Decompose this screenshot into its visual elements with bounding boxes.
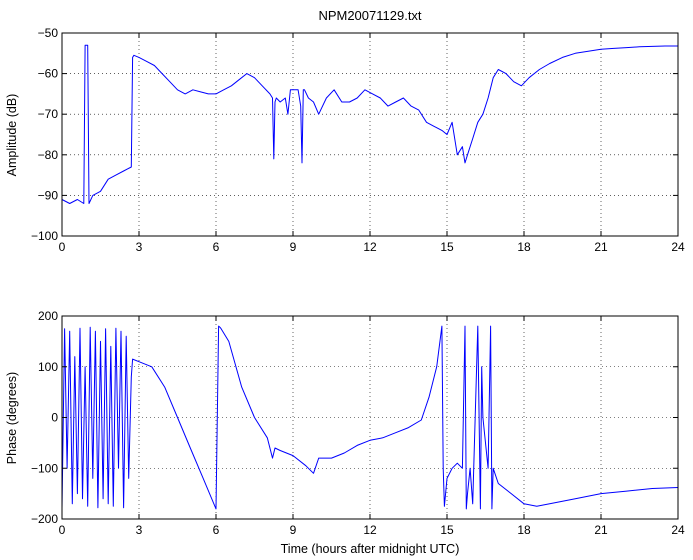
phase-ylabel: Phase (degrees) [5, 372, 19, 464]
chart-title: NPM20071129.txt [318, 8, 421, 23]
phase-x-tick-label: 24 [671, 523, 685, 537]
amplitude-y-tick-label: −60 [38, 67, 59, 81]
phase-x-tick-label: 6 [213, 523, 220, 537]
phase-y-tick-label: 200 [38, 309, 58, 323]
amplitude-x-tick-label: 0 [59, 240, 66, 254]
amplitude-y-tick-label: −80 [38, 148, 59, 162]
amplitude-x-tick-label: 18 [517, 240, 531, 254]
amplitude-y-tick-label: −90 [38, 188, 59, 202]
phase-y-tick-label: 100 [38, 360, 58, 374]
amplitude-series-line [61, 44, 678, 204]
amplitude-x-tick-label: 6 [213, 240, 220, 254]
phase-x-tick-label: 0 [59, 523, 66, 537]
amplitude-x-tick-label: 15 [440, 240, 454, 254]
phase-y-tick-label: 0 [51, 411, 58, 425]
amplitude-y-tick-label: −70 [38, 107, 59, 121]
phase-xlabel: Time (hours after midnight UTC) [281, 542, 460, 556]
phase-x-tick-label: 3 [136, 523, 143, 537]
amplitude-x-tick-label: 3 [136, 240, 143, 254]
phase-plot: Phase (degrees) Time (hours after midnig… [5, 309, 685, 556]
amplitude-x-tick-label: 24 [671, 240, 685, 254]
amplitude-plot: Amplitude (dB) 0 3 6 9 12 15 18 21 24 −100 −90 −80 −… [5, 26, 685, 254]
phase-x-tick-label: 21 [594, 523, 608, 537]
amplitude-y-tick-label: −100 [31, 229, 58, 243]
amplitude-x-tick-label: 9 [290, 240, 297, 254]
amplitude-x-tick-label: 12 [363, 240, 377, 254]
phase-x-tick-label: 12 [363, 523, 377, 537]
amplitude-y-tick-label: −50 [38, 26, 59, 40]
phase-x-tick-label: 15 [440, 523, 454, 537]
phase-y-tick-label: −100 [31, 461, 58, 475]
phase-series-line [61, 325, 679, 510]
phase-x-tick-label: 9 [290, 523, 297, 537]
phase-x-tick-label: 18 [517, 523, 531, 537]
amplitude-x-tick-label: 21 [594, 240, 608, 254]
phase-y-tick-label: −200 [31, 512, 58, 526]
amplitude-ylabel: Amplitude (dB) [5, 94, 19, 177]
